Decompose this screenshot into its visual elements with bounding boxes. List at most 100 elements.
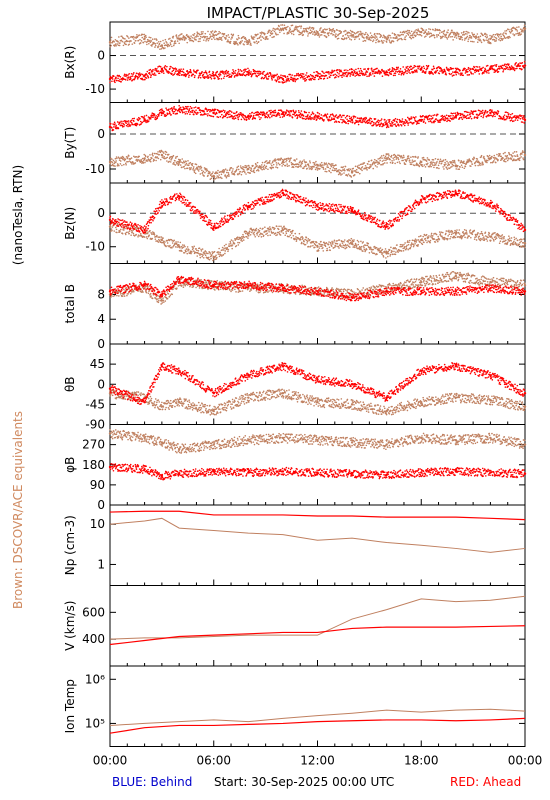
dot-1-ace bbox=[430, 161, 433, 163]
dot-1-ace bbox=[451, 165, 453, 168]
dot-0-ace bbox=[283, 24, 286, 27]
dot-0-ace bbox=[463, 33, 466, 36]
dot-1-ace bbox=[369, 163, 371, 166]
dot-1-ahead bbox=[274, 109, 277, 112]
dot-0-ace bbox=[504, 30, 506, 32]
dot-1-ace bbox=[425, 160, 428, 162]
dot-1-ace bbox=[329, 164, 332, 166]
dot-0-ace bbox=[409, 32, 411, 34]
dot-0-ace bbox=[222, 35, 224, 38]
dot-1-ace bbox=[490, 161, 492, 164]
dot-0-ace bbox=[412, 32, 414, 35]
dot-1-ahead bbox=[310, 118, 312, 121]
dot-1-ace bbox=[421, 163, 423, 166]
y-axis-label-1: By(T) bbox=[63, 127, 77, 159]
dot-0-ace bbox=[385, 41, 388, 43]
dot-0-ace bbox=[135, 37, 137, 39]
dot-1-ace bbox=[516, 159, 518, 161]
dot-2-ace bbox=[202, 256, 205, 259]
dot-1-ace bbox=[142, 162, 145, 164]
dot-2-ace bbox=[134, 226, 137, 229]
dot-0-ahead bbox=[351, 68, 353, 71]
dot-0-ace bbox=[502, 37, 504, 40]
dot-1-ace bbox=[114, 165, 116, 167]
dot-2-ace bbox=[186, 246, 189, 248]
dot-1-ace bbox=[519, 157, 521, 159]
dot-0-ace bbox=[493, 38, 496, 41]
dot-0-ahead bbox=[483, 72, 485, 74]
dot-1-ace bbox=[216, 172, 219, 175]
dot-1-ahead bbox=[521, 114, 523, 117]
dot-1-ahead bbox=[466, 114, 469, 116]
dot-0-ahead bbox=[126, 74, 128, 77]
dot-0-ahead bbox=[207, 74, 209, 77]
dot-1-ace bbox=[126, 156, 129, 158]
dot-0-ahead bbox=[407, 65, 409, 68]
dot-1-ahead bbox=[251, 111, 253, 114]
dot-2-ace bbox=[249, 234, 252, 236]
dot-1-ace bbox=[309, 160, 311, 162]
dot-1-ace bbox=[361, 166, 364, 168]
dot-0-ahead bbox=[325, 74, 328, 77]
dot-0-ace bbox=[483, 39, 486, 42]
dot-1-ahead bbox=[357, 121, 360, 123]
dot-2-ace bbox=[177, 241, 179, 243]
dot-0-ace bbox=[290, 31, 292, 33]
dot-0-ahead bbox=[294, 77, 296, 80]
dot-1-ahead bbox=[125, 122, 127, 125]
dot-1-ace bbox=[166, 160, 168, 162]
dot-1-ace bbox=[302, 167, 305, 170]
dot-1-ace bbox=[131, 163, 133, 165]
dot-0-ace bbox=[478, 37, 480, 39]
dot-1-ahead bbox=[361, 121, 364, 123]
dot-0-ace bbox=[289, 28, 292, 31]
dot-0-ahead bbox=[380, 71, 383, 74]
dot-0-ace bbox=[236, 42, 238, 45]
dot-1-ahead bbox=[282, 111, 285, 113]
dot-1-ahead bbox=[407, 122, 410, 124]
dot-1-ace bbox=[437, 158, 439, 161]
dot-1-ahead bbox=[278, 112, 280, 115]
dot-0-ahead bbox=[507, 68, 509, 71]
dot-1-ace bbox=[245, 166, 248, 169]
dot-1-ahead bbox=[293, 113, 295, 116]
dot-0-ace bbox=[201, 36, 204, 39]
dot-2-ace bbox=[241, 237, 244, 239]
dot-0-ahead bbox=[451, 71, 454, 73]
dot-1-ahead bbox=[206, 108, 208, 111]
dot-0-ahead bbox=[162, 70, 165, 72]
dot-1-ahead bbox=[428, 120, 430, 123]
dot-1-ahead bbox=[222, 109, 225, 112]
dot-1-ace bbox=[275, 166, 277, 168]
dot-0-ahead bbox=[267, 73, 269, 75]
dot-1-ace bbox=[428, 159, 431, 161]
dot-1-ace bbox=[275, 162, 278, 164]
dot-1-ace bbox=[141, 157, 144, 160]
dot-0-ace bbox=[344, 33, 347, 36]
dot-0-ahead bbox=[125, 73, 127, 76]
dot-0-ahead bbox=[370, 74, 372, 76]
dot-0-ahead bbox=[248, 69, 250, 72]
dot-0-ace bbox=[206, 36, 209, 38]
dot-0-ahead bbox=[149, 76, 152, 79]
dot-0-ahead bbox=[153, 72, 156, 74]
dot-0-ace bbox=[501, 33, 504, 35]
dot-1-ace bbox=[450, 162, 453, 164]
dot-1-ace bbox=[126, 157, 129, 160]
dot-0-ahead bbox=[141, 73, 144, 76]
dot-0-ahead bbox=[138, 72, 141, 74]
dot-1-ace bbox=[209, 171, 211, 173]
dot-0-ahead bbox=[478, 73, 481, 75]
dot-0-ahead bbox=[504, 65, 507, 68]
dot-0-ahead bbox=[381, 68, 383, 71]
dot-0-ahead bbox=[470, 72, 473, 75]
dot-1-ahead bbox=[297, 109, 300, 112]
dot-1-ace bbox=[438, 167, 440, 170]
dot-0-ace bbox=[398, 38, 401, 40]
dot-1-ahead bbox=[418, 122, 420, 125]
dot-0-ace bbox=[159, 40, 162, 43]
dot-1-ace bbox=[516, 155, 519, 158]
dot-2-ace bbox=[207, 256, 210, 259]
dot-0-ahead bbox=[189, 68, 192, 71]
dot-1-ahead bbox=[248, 118, 250, 120]
